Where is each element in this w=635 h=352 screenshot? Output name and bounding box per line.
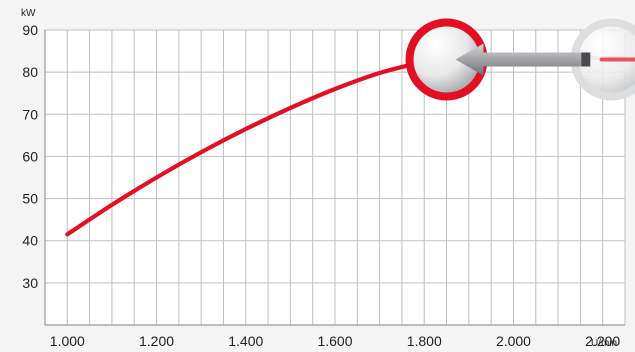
y-tick-label: 30 [22,275,38,291]
tick-labels: 30 40 50 60 70 80 90 1.000 1.200 1.400 1.600 1.800 2… [21,8,620,349]
y-tick-label: 80 [22,64,38,80]
y-tick-label: 60 [22,148,38,164]
x-tick-label: 1.200 [139,333,174,349]
y-tick-label: 40 [22,233,38,249]
x-tick-label: 1.600 [317,333,352,349]
y-tick-label: 90 [22,22,38,38]
red-ring-fill [409,22,484,97]
arrow-marker [455,43,591,76]
axes [44,30,625,326]
power-curve-line [65,59,427,237]
y-unit-label: kW [21,8,36,19]
y-tick-label: 70 [22,106,38,122]
x-tick-label: 1.400 [228,333,263,349]
x-tick-label: 2.000 [496,333,531,349]
x-tick-label: 1.000 [50,333,85,349]
grid [44,29,626,326]
y-tick-label: 50 [22,191,38,207]
x-tick-label: 1.800 [407,333,442,349]
arrow-tail-block [581,52,591,67]
left-arrow [455,43,590,76]
highlights [405,18,635,101]
x-unit-label: U/min [591,338,617,349]
x-tick-label: 2.200 [585,333,620,349]
